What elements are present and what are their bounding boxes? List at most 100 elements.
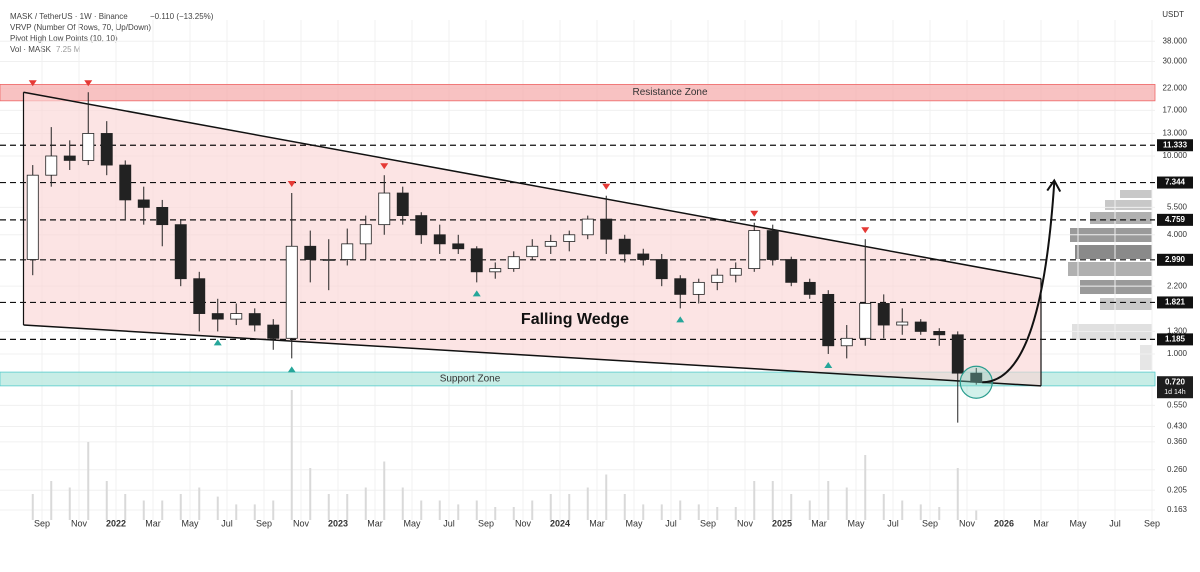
candle-body — [618, 238, 631, 255]
volume-bar — [790, 494, 793, 520]
zone-label: Support Zone — [440, 374, 501, 385]
candle-body — [785, 259, 798, 283]
x-tick-label: Jul — [221, 518, 233, 528]
profile-bar — [1105, 200, 1152, 210]
candle-body — [156, 207, 169, 226]
x-tick-label: Nov — [959, 518, 976, 528]
x-tick-label: 2024 — [550, 518, 570, 528]
x-tick-label: Sep — [34, 518, 50, 528]
candle-body — [637, 253, 650, 260]
level-tag — [1157, 253, 1193, 266]
level-label: 7.344 — [1165, 178, 1186, 187]
volume-bar — [697, 504, 700, 520]
price-label: 0.720 — [1165, 377, 1186, 386]
x-tick-label: 2026 — [994, 518, 1014, 528]
volume-bar — [475, 500, 478, 520]
level-tag — [1157, 296, 1193, 309]
volume-bar — [327, 494, 330, 520]
volume-bar — [975, 510, 978, 520]
candle-body — [748, 230, 761, 269]
volume-bar — [660, 504, 663, 520]
change: −0.110 (−13.25%) — [150, 12, 214, 21]
candle-body — [267, 324, 280, 339]
y-tick-label: 22.000 — [1163, 83, 1188, 92]
y-tick-label: 0.205 — [1167, 485, 1188, 494]
pivot-low — [472, 290, 481, 297]
wedge-line — [23, 324, 1042, 387]
candle-body — [470, 248, 483, 273]
x-tick-label: Sep — [1144, 518, 1160, 528]
volume-bar — [438, 500, 441, 520]
volume-bar — [198, 487, 201, 520]
volume-bar — [734, 507, 737, 520]
candle-body — [692, 281, 705, 295]
volume-bar — [216, 496, 219, 520]
candle-body — [600, 218, 613, 240]
x-tick-label: May — [625, 518, 643, 528]
volume-bar — [864, 455, 867, 520]
volume-bar — [827, 481, 830, 520]
candle-body — [563, 234, 576, 242]
zone-label: Resistance Zone — [632, 87, 707, 98]
volume-bar — [808, 500, 811, 520]
candle-body — [655, 259, 668, 280]
pivot-high — [380, 163, 389, 170]
candle-body — [304, 245, 317, 260]
candle-body — [489, 268, 502, 273]
volume-bar — [753, 481, 756, 520]
price-tag — [1157, 376, 1193, 399]
projection-arrow — [982, 182, 1056, 384]
level-label: 2.990 — [1165, 255, 1186, 264]
candle-body — [896, 321, 909, 326]
volume-bar — [364, 487, 367, 520]
profile-bar — [1090, 212, 1152, 224]
profile-bar — [1068, 262, 1152, 276]
volume-bar — [87, 442, 90, 520]
level-tag — [1157, 333, 1193, 346]
profile-bar — [1075, 245, 1152, 259]
x-tick-label: Nov — [293, 518, 310, 528]
x-tick-label: Mar — [145, 518, 161, 528]
y-tick-label: 0.360 — [1167, 437, 1188, 446]
x-tick-label: Jul — [1109, 518, 1121, 528]
x-tick-label: May — [847, 518, 865, 528]
volume-bar — [161, 500, 164, 520]
level-label: 1.185 — [1165, 334, 1186, 343]
y-tick-label: 30.000 — [1163, 57, 1188, 66]
candle-body — [433, 234, 446, 245]
candle-body — [581, 218, 594, 236]
title: MASK / TetherUS · 1W · Binance — [10, 12, 128, 21]
volume-bar — [568, 494, 571, 520]
volume-bar — [938, 507, 941, 520]
candle-body — [766, 230, 779, 260]
pivot-high — [28, 80, 37, 87]
candle-body — [729, 268, 742, 276]
x-tick-label: May — [1069, 518, 1087, 528]
candle-body — [322, 259, 335, 261]
zone — [0, 83, 1156, 102]
y-tick-label: 0.163 — [1167, 505, 1188, 514]
y-tick-label: 2.200 — [1167, 281, 1188, 290]
x-tick-label: Mar — [367, 518, 383, 528]
pivot-low — [287, 366, 296, 373]
candle-body — [396, 192, 409, 217]
candle-body — [452, 243, 465, 250]
volume-bar — [605, 474, 608, 520]
volume-bar — [68, 487, 71, 520]
volume-bar — [512, 507, 515, 520]
volume-bar — [845, 487, 848, 520]
volume-bar — [956, 468, 959, 520]
countdown: 1d 14h — [1164, 389, 1186, 396]
candle-body — [82, 133, 95, 161]
wedge-line — [23, 91, 1042, 280]
candle-body — [914, 321, 927, 332]
pivot-high — [287, 181, 296, 188]
candle-body — [230, 313, 243, 320]
candle-body — [341, 243, 354, 260]
candle-body — [100, 133, 113, 166]
candle-body — [248, 313, 261, 326]
volume-bar — [901, 500, 904, 520]
candle-body — [951, 334, 964, 374]
volume-bar — [272, 500, 275, 520]
y-tick-label: 1.000 — [1167, 349, 1188, 358]
